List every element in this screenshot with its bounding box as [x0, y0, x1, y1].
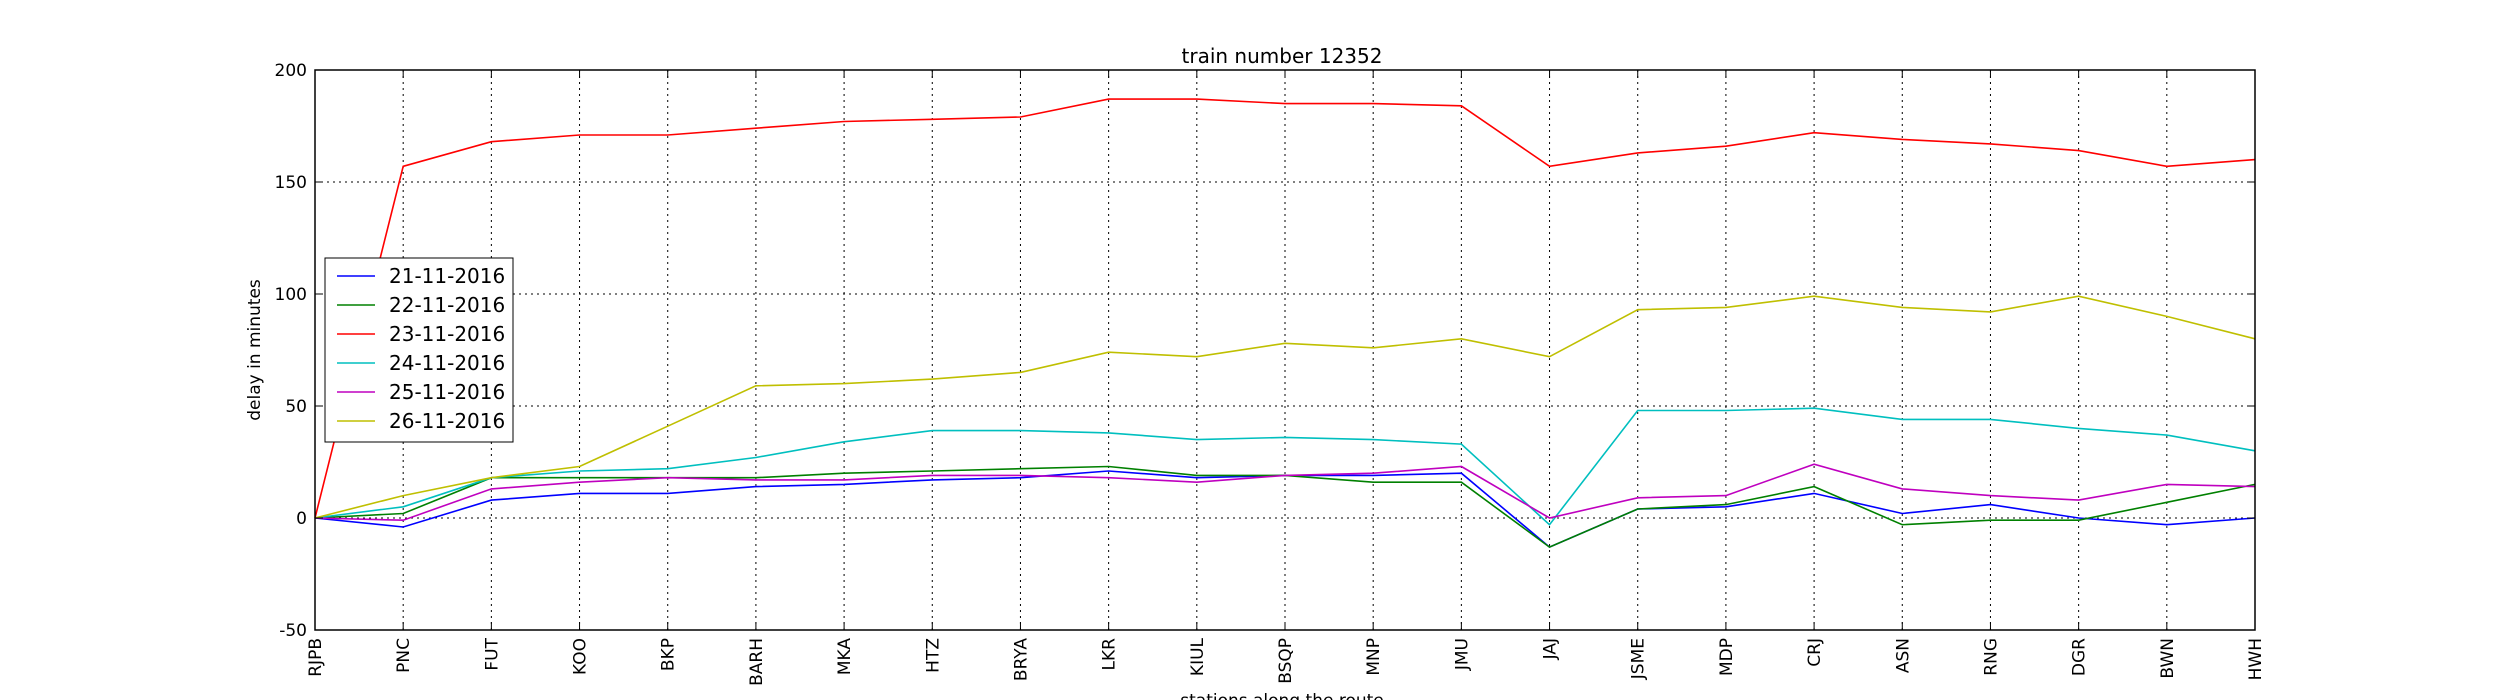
- series-line-24-11-2016: [314, 407, 2256, 526]
- x-tick-label: DGR: [2070, 638, 2090, 676]
- y-axis-label: delay in minutes: [245, 279, 265, 421]
- x-tick-label: MDP: [1717, 638, 1737, 676]
- x-tick-label: KOO: [571, 638, 591, 675]
- x-tick-label: HWH: [2246, 638, 2266, 680]
- x-tick-label: KIUL: [1188, 637, 1208, 676]
- x-tick-label: LKR: [1100, 638, 1120, 671]
- y-tick-labels: -50 0 50 100 150 200: [275, 61, 307, 641]
- x-tick-label: BSQP: [1276, 638, 1296, 684]
- x-tick-label: FUT: [482, 637, 502, 670]
- x-tick-label: BKP: [659, 638, 679, 671]
- legend-box: [324, 257, 514, 443]
- x-tick-label: CRJ: [1805, 638, 1825, 667]
- x-tick-label: HTZ: [923, 638, 943, 673]
- x-axis-label: stations along the route: [1180, 691, 1384, 700]
- x-tick-label: RNG: [1981, 638, 2001, 676]
- axis-ticks: [314, 69, 2256, 631]
- x-tick-label: BWN: [2158, 638, 2178, 679]
- series-line-26-11-2016: [314, 295, 2256, 519]
- x-tick-label: JSME: [1629, 638, 1649, 680]
- x-tick-label: BRYA: [1011, 638, 1031, 681]
- series-line-23-11-2016: [314, 98, 2256, 519]
- y-tick-label: 100: [275, 285, 307, 305]
- series-line-25-11-2016: [314, 463, 2256, 522]
- y-tick-label: 0: [296, 509, 307, 529]
- x-tick-label: JAJ: [1541, 638, 1561, 660]
- chart-title: train number 12352: [1182, 44, 1383, 68]
- x-tick-label: BARH: [747, 638, 767, 686]
- x-tick-label: JMU: [1452, 638, 1472, 671]
- x-tick-label: MKA: [835, 638, 855, 676]
- x-tick-labels: RJPB PNC FUT KOO BKP BARH MKA HTZ BRYA LKR KIUL BSQ…: [306, 637, 2266, 686]
- series-lines: [314, 98, 2256, 549]
- x-tick-label: PNC: [394, 638, 414, 673]
- legend-label: 23-11-2016: [389, 322, 505, 346]
- y-tick-label: -50: [279, 621, 307, 641]
- legend-label: 22-11-2016: [389, 293, 505, 317]
- y-tick-label: 50: [285, 397, 307, 417]
- legend-label: 21-11-2016: [389, 264, 505, 288]
- x-tick-label: MNP: [1364, 638, 1384, 676]
- legend-label: 25-11-2016: [389, 380, 505, 404]
- legend: 21-11-2016 22-11-2016 23-11-2016 24-11-2016…: [324, 257, 514, 443]
- x-tick-label: RJPB: [306, 638, 326, 677]
- legend-label: 26-11-2016: [389, 409, 505, 433]
- y-tick-label: 200: [275, 61, 307, 81]
- y-tick-label: 150: [275, 173, 307, 193]
- legend-label: 24-11-2016: [389, 351, 505, 375]
- x-tick-label: ASN: [1893, 638, 1913, 673]
